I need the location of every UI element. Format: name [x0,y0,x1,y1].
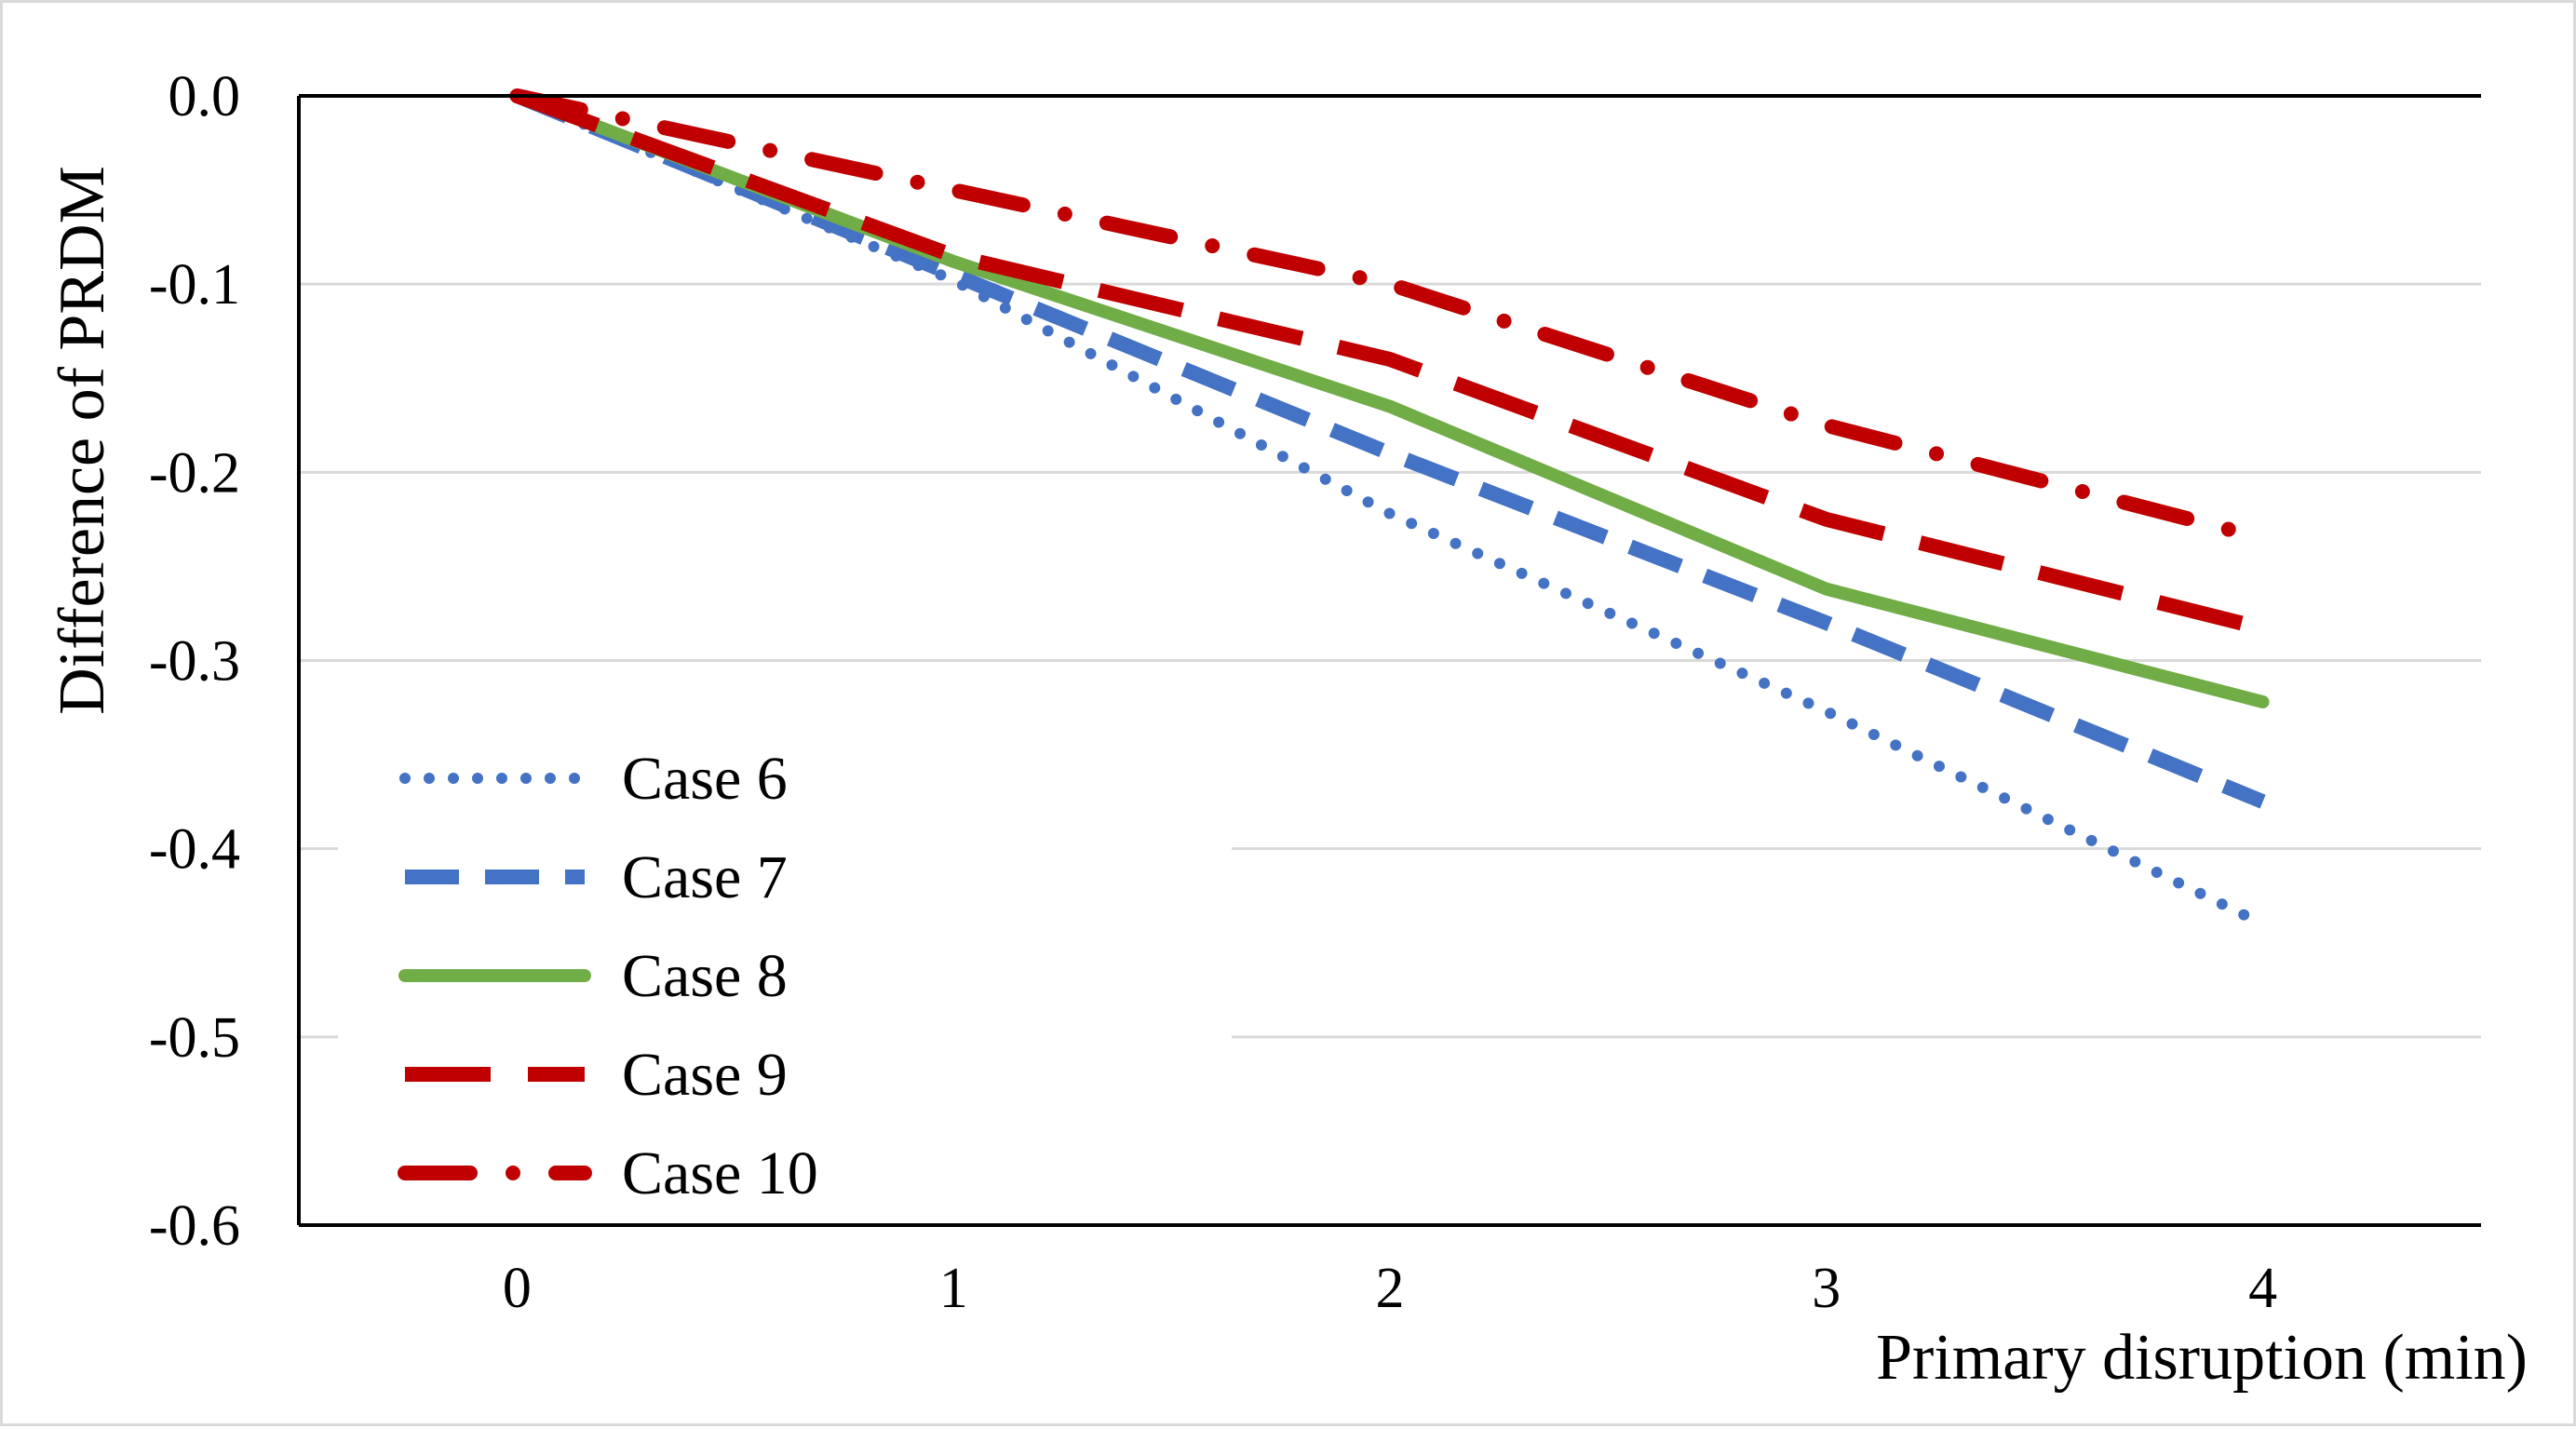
axes [297,94,2481,1227]
legend-label: Case 10 [622,1139,818,1207]
y-axis-title: Difference of PRDM [47,166,118,715]
y-tick-label: 0.0 [169,65,241,128]
x-tick-label: 3 [1812,1257,1841,1320]
x-tick-label: 4 [2248,1257,2277,1320]
series-line-case-9 [514,88,2265,636]
x-tick-label: 2 [1376,1257,1405,1320]
legend-background [338,681,1232,1174]
y-tick-label: -0.1 [149,253,240,317]
y-tick-label: -0.4 [149,818,240,882]
x-tick-labels: 0 1 2 3 4 [503,1257,2277,1320]
y-tick-label: -0.6 [149,1194,240,1258]
x-tick-label: 1 [939,1257,968,1320]
legend-label: Case 7 [622,843,788,911]
series-line-case-10 [509,88,2271,546]
y-tick-label: -0.5 [149,1006,240,1070]
legend-label: Case 6 [622,745,788,813]
legend-label: Case 8 [622,942,788,1010]
line-chart: 0.0 -0.1 -0.2 -0.3 -0.4 -0.5 -0.6 0 1 2 3 4 Case 6… [47,65,2528,1394]
y-tick-label: -0.3 [149,630,240,694]
series-line-case-7 [514,88,2266,809]
x-axis-title: Primary disruption (min) [1876,1322,2528,1394]
y-tick-label: -0.2 [149,441,240,505]
legend-label: Case 9 [622,1041,788,1109]
y-tick-labels: 0.0 -0.1 -0.2 -0.3 -0.4 -0.5 -0.6 [149,65,240,1258]
series-line-case-6 [511,90,2269,930]
x-tick-label: 0 [503,1257,532,1320]
series-lines [509,88,2271,930]
legend: Case 6 Case 7 Case 8 Case 9 Case 10 [338,681,1232,1207]
